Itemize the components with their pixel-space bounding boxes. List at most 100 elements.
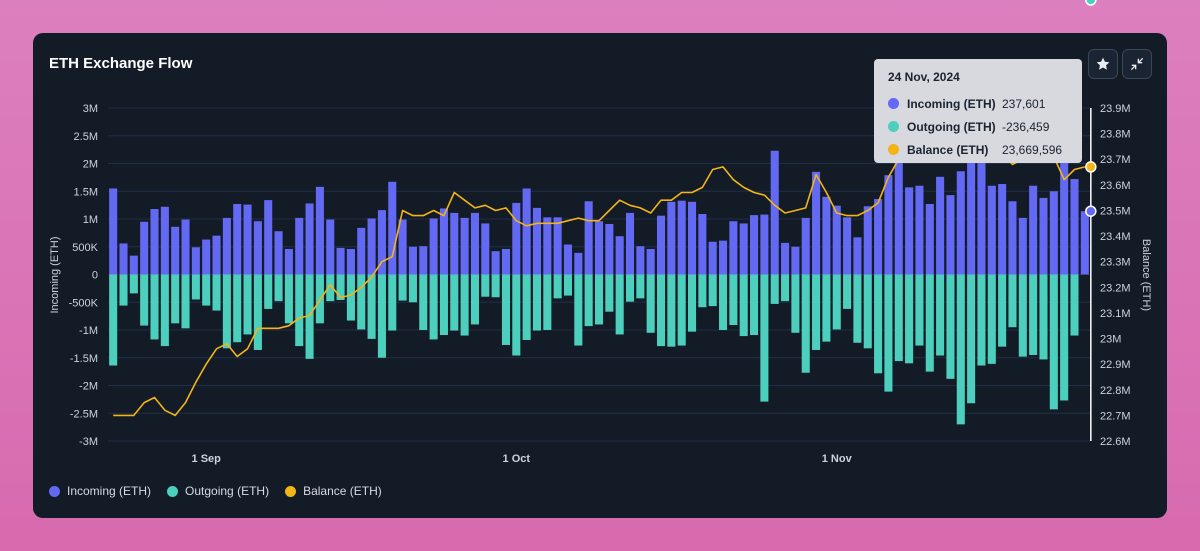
y-axis-title: Incoming (ETH) (49, 236, 61, 313)
incoming-bar (140, 221, 149, 275)
incoming-bar (967, 135, 976, 275)
y-tick-label: -2M (79, 381, 98, 393)
outgoing-bar (481, 274, 490, 297)
outgoing-bar (450, 274, 459, 331)
incoming-bar (925, 204, 934, 275)
favorite-button[interactable] (1088, 49, 1118, 79)
incoming-bar (791, 246, 800, 275)
legend-item-outgoing[interactable]: Outgoing (ETH) (167, 484, 269, 498)
outgoing-bar (460, 274, 469, 336)
incoming-bar (336, 247, 345, 275)
incoming-bar (1070, 179, 1079, 275)
y2-tick-label: 23.6M (1100, 180, 1131, 192)
incoming-bar (150, 209, 159, 275)
outgoing-bar (667, 274, 676, 347)
outgoing-bar (160, 274, 169, 347)
outgoing-bar (212, 274, 221, 311)
legend-item-balance[interactable]: Balance (ETH) (285, 484, 382, 498)
legend-item-incoming[interactable]: Incoming (ETH) (49, 484, 151, 498)
incoming-bar (398, 219, 407, 275)
y-tick-label: -2.5M (70, 408, 98, 420)
outgoing-bar (646, 274, 655, 333)
y-tick-label: 1.5M (74, 186, 98, 198)
outgoing-bar (439, 274, 448, 335)
tooltip-dot-incoming (888, 98, 899, 109)
incoming-bar (987, 185, 996, 275)
y-tick-label: 1M (83, 214, 98, 226)
incoming-bar (956, 171, 965, 275)
outgoing-bar (688, 274, 697, 332)
incoming-bar (936, 176, 945, 275)
incoming-bar (171, 226, 180, 275)
incoming-bar (729, 221, 738, 275)
incoming-bar (326, 219, 335, 275)
chart-tooltip: 24 Nov, 2024 Incoming (ETH) 237,601 Outg… (874, 59, 1082, 163)
incoming-bar (553, 217, 562, 275)
x-tick-label: 1 Sep (192, 453, 222, 465)
outgoing-bar (1018, 274, 1027, 357)
outgoing-bar (843, 274, 852, 309)
outgoing-bar (563, 274, 573, 296)
outgoing-bar (171, 274, 180, 324)
outgoing-bar (656, 274, 666, 347)
incoming-bar (491, 251, 500, 275)
outgoing-bar (429, 274, 438, 340)
y2-tick-label: 23.4M (1100, 231, 1131, 243)
incoming-bar (181, 219, 190, 275)
incoming-bar (594, 221, 604, 275)
incoming-bar (202, 239, 211, 275)
outgoing-bar (295, 274, 304, 347)
outgoing-bar (791, 274, 800, 333)
outgoing-bar (336, 274, 345, 301)
outgoing-bar (750, 274, 759, 335)
incoming-bar (253, 221, 262, 275)
outgoing-bar (1039, 274, 1048, 360)
outgoing-bar (326, 274, 335, 302)
incoming-bar (905, 187, 914, 275)
y-tick-label: 2M (83, 159, 98, 171)
incoming-bar (295, 217, 304, 275)
incoming-bar (460, 217, 469, 275)
outgoing-bar (140, 274, 149, 326)
x-tick-label: 1 Oct (503, 453, 531, 465)
incoming-bar (222, 217, 231, 275)
incoming-bar (450, 212, 459, 275)
outgoing-bar (274, 274, 283, 302)
outgoing-bar (698, 274, 707, 308)
outgoing-bar (936, 274, 945, 356)
outgoing-bar (977, 274, 986, 366)
outgoing-bar (1049, 274, 1058, 410)
incoming-bar (522, 188, 531, 275)
outgoing-bar (470, 274, 479, 325)
incoming-bar (1039, 197, 1048, 275)
outgoing-bar (501, 274, 510, 345)
incoming-bar (429, 218, 438, 275)
outgoing-bar (915, 274, 924, 346)
outgoing-bar (863, 274, 872, 349)
outgoing-bar (874, 274, 883, 374)
incoming-bar (129, 255, 138, 275)
outgoing-bar (781, 274, 790, 302)
outgoing-bar (419, 274, 428, 330)
y2-tick-label: 23.1M (1100, 308, 1131, 320)
incoming-bar (677, 200, 686, 275)
tooltip-dot-balance (888, 144, 899, 155)
y2-axis-title: Balance (ETH) (1140, 239, 1152, 311)
outgoing-bar (512, 274, 521, 356)
incoming-bar (584, 201, 593, 275)
incoming-bar (212, 235, 221, 275)
incoming-bar (760, 214, 769, 275)
outgoing-bar (584, 274, 593, 327)
outgoing-bar (408, 274, 417, 303)
incoming-bar (812, 171, 821, 275)
collapse-button[interactable] (1122, 49, 1152, 79)
incoming-bar (843, 217, 852, 275)
outgoing-bar (998, 274, 1007, 347)
y2-tick-label: 22.9M (1100, 359, 1131, 371)
outgoing-bar (719, 274, 728, 330)
y-tick-label: 2.5M (74, 131, 98, 143)
incoming-bar (739, 223, 748, 275)
outgoing-bar (894, 274, 903, 362)
incoming-bar (419, 246, 428, 275)
